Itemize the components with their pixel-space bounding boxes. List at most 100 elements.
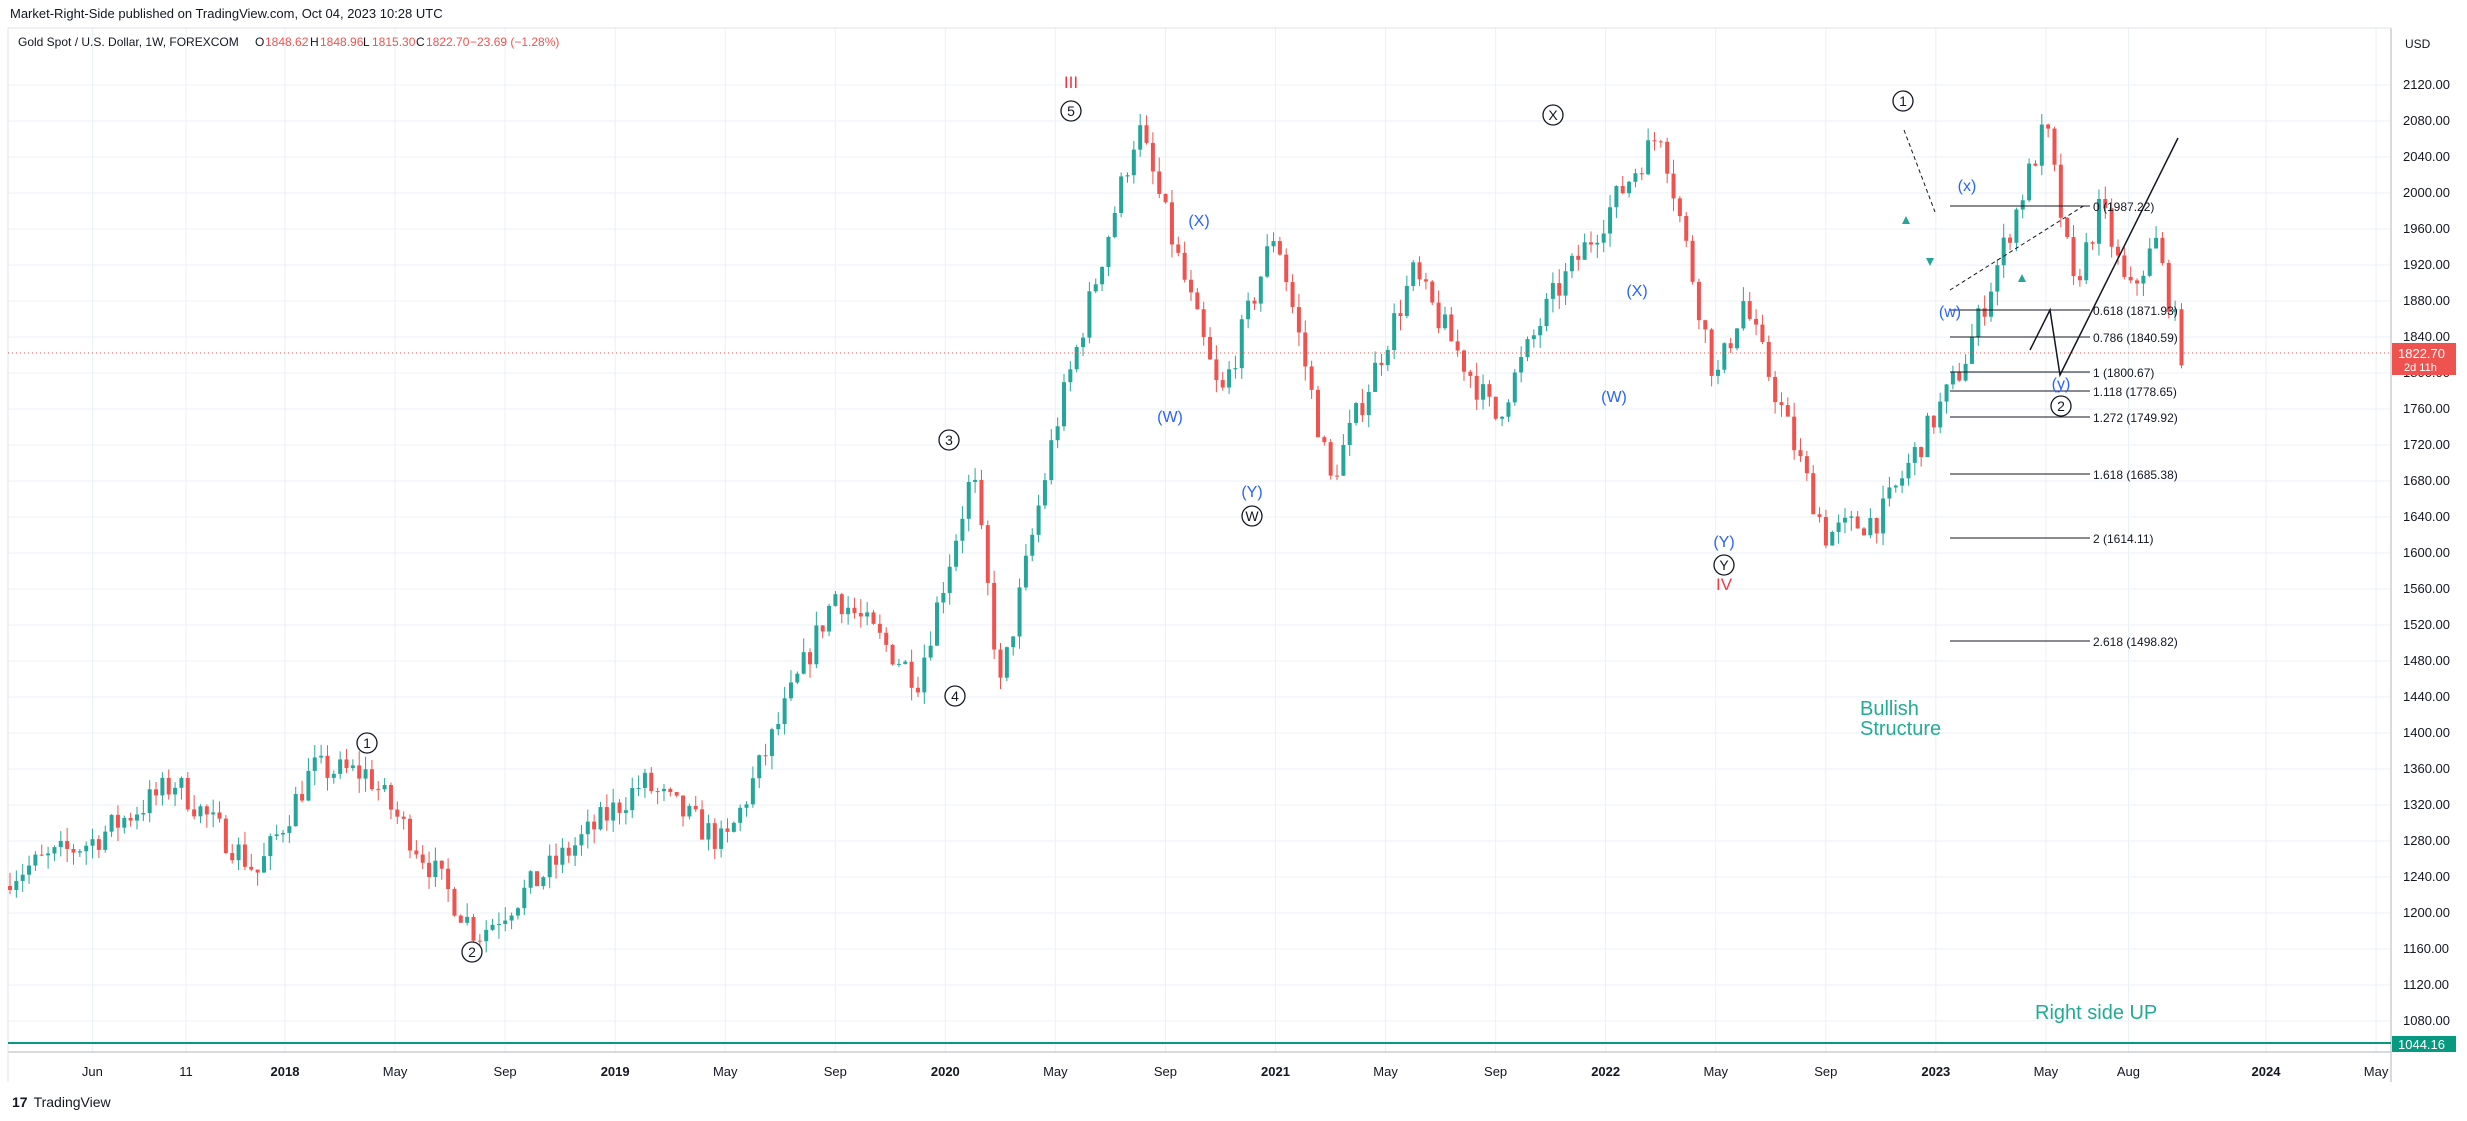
candle-body <box>1385 349 1390 366</box>
candle-body <box>1468 371 1473 376</box>
candle-body <box>503 920 508 925</box>
candle-body <box>1030 534 1035 556</box>
candle-body <box>433 860 438 878</box>
wave-circle <box>1241 505 1263 527</box>
candle-body <box>331 773 336 778</box>
candle-body <box>960 518 965 541</box>
currency-label[interactable]: USD <box>2405 37 2431 51</box>
candle-body <box>1373 362 1378 392</box>
candle-body <box>446 868 451 889</box>
candle-body <box>350 765 355 769</box>
candle-body <box>769 729 774 756</box>
candle-body <box>1836 522 1841 532</box>
fib-label-1272: 1.272 (1749.92) <box>2093 411 2178 425</box>
candle-body <box>338 759 343 774</box>
candle-body <box>2109 208 2114 247</box>
legend-h-label: H <box>310 35 319 49</box>
candle-body <box>1658 141 1663 143</box>
candle-body <box>1436 302 1441 329</box>
candle-body <box>160 777 165 796</box>
time-tick-label: May <box>1703 1064 1728 1079</box>
wave-circle-label: 1 <box>1899 93 1907 109</box>
candle-body <box>2173 309 2178 312</box>
candle-body <box>1874 518 1879 534</box>
candle-body <box>261 856 266 873</box>
candles <box>8 113 2184 956</box>
candle-body <box>1169 202 1174 245</box>
candle-body <box>1290 282 1295 308</box>
candle-body <box>1233 368 1238 370</box>
current-price-badge <box>2392 343 2456 375</box>
candle-body <box>395 809 400 817</box>
candle-body <box>1017 587 1022 637</box>
candle-body <box>1976 308 1981 338</box>
candle-body <box>1506 402 1511 417</box>
wave-circle <box>1060 100 1082 122</box>
candle-body <box>58 840 63 848</box>
wave-red-label: IV <box>1716 575 1733 594</box>
triangle-upper-line <box>1903 129 1936 213</box>
candle-body <box>1214 359 1219 381</box>
price-tick-label: 1200.00 <box>2403 905 2450 920</box>
wave-circle-label: Y <box>1719 557 1729 573</box>
candle-body <box>1531 335 1536 340</box>
candle-body <box>1938 401 1943 428</box>
candle-body <box>1969 337 1974 364</box>
candle-body <box>1576 255 1581 260</box>
candle-body <box>1493 396 1498 419</box>
fib-label-2: 2 (1614.11) <box>2093 532 2154 546</box>
fib-label-2618: 2.618 (1498.82) <box>2093 635 2178 649</box>
candle-body <box>630 788 635 811</box>
candle-body <box>909 661 914 688</box>
candle-body <box>992 582 997 650</box>
candle-body <box>2071 237 2076 277</box>
time-tick-label: Jun <box>82 1064 103 1079</box>
price-axis[interactable]: 2120.00 2080.00 2040.00 2000.00 1960.00 1920.… <box>2403 77 2450 1028</box>
candle-body <box>230 853 235 861</box>
candle-body <box>115 814 120 828</box>
candle-body <box>1512 372 1517 403</box>
projection-path[interactable] <box>2029 137 2179 378</box>
candle-body <box>134 814 139 821</box>
candle-body <box>306 770 311 801</box>
time-tick-label: May <box>383 1064 408 1079</box>
wave-blue-label: (w) <box>1939 304 1961 321</box>
time-tick-label: 2020 <box>931 1064 960 1079</box>
price-tick-label: 1640.00 <box>2403 509 2450 524</box>
price-tick-label: 1360.00 <box>2403 761 2450 776</box>
countdown-value: 2d 11h <box>2404 362 2437 374</box>
candle-body <box>2020 200 2025 210</box>
wave-blue-label: (W) <box>1157 409 1183 426</box>
candle-body <box>1265 246 1270 277</box>
time-axis[interactable]: ebJun112018MaySep2019MaySep2020MaySep202… <box>0 1064 2467 1079</box>
candle-body <box>820 625 825 632</box>
candle-body <box>363 769 368 779</box>
candle-body <box>312 757 317 771</box>
candle-body <box>1220 380 1225 388</box>
candle-body <box>1417 262 1422 280</box>
legend-open: 1848.62 <box>265 35 309 49</box>
candle-body <box>1690 240 1695 282</box>
candle-body <box>458 915 463 923</box>
candle-body <box>1830 531 1835 546</box>
candle-body <box>1354 403 1359 423</box>
candle-body <box>1601 233 1606 243</box>
candle-body <box>814 625 819 665</box>
wave-triangle[interactable] <box>1903 129 2086 291</box>
candle-body <box>274 834 279 837</box>
candle-body <box>1195 292 1200 310</box>
wave-blue-label: (X) <box>1626 283 1647 300</box>
candle-body <box>154 789 159 796</box>
candle-body <box>2033 163 2038 166</box>
marker-up-2 <box>2018 274 2026 282</box>
candle-body <box>185 778 190 810</box>
candle-body <box>166 777 171 795</box>
candle-body <box>192 809 197 817</box>
candle-body <box>598 807 603 830</box>
candle-body <box>427 862 432 878</box>
candle-body <box>827 605 832 632</box>
candle-body <box>1950 372 1955 385</box>
fib-retracement[interactable] <box>1950 205 2090 642</box>
candle-body <box>801 652 806 674</box>
